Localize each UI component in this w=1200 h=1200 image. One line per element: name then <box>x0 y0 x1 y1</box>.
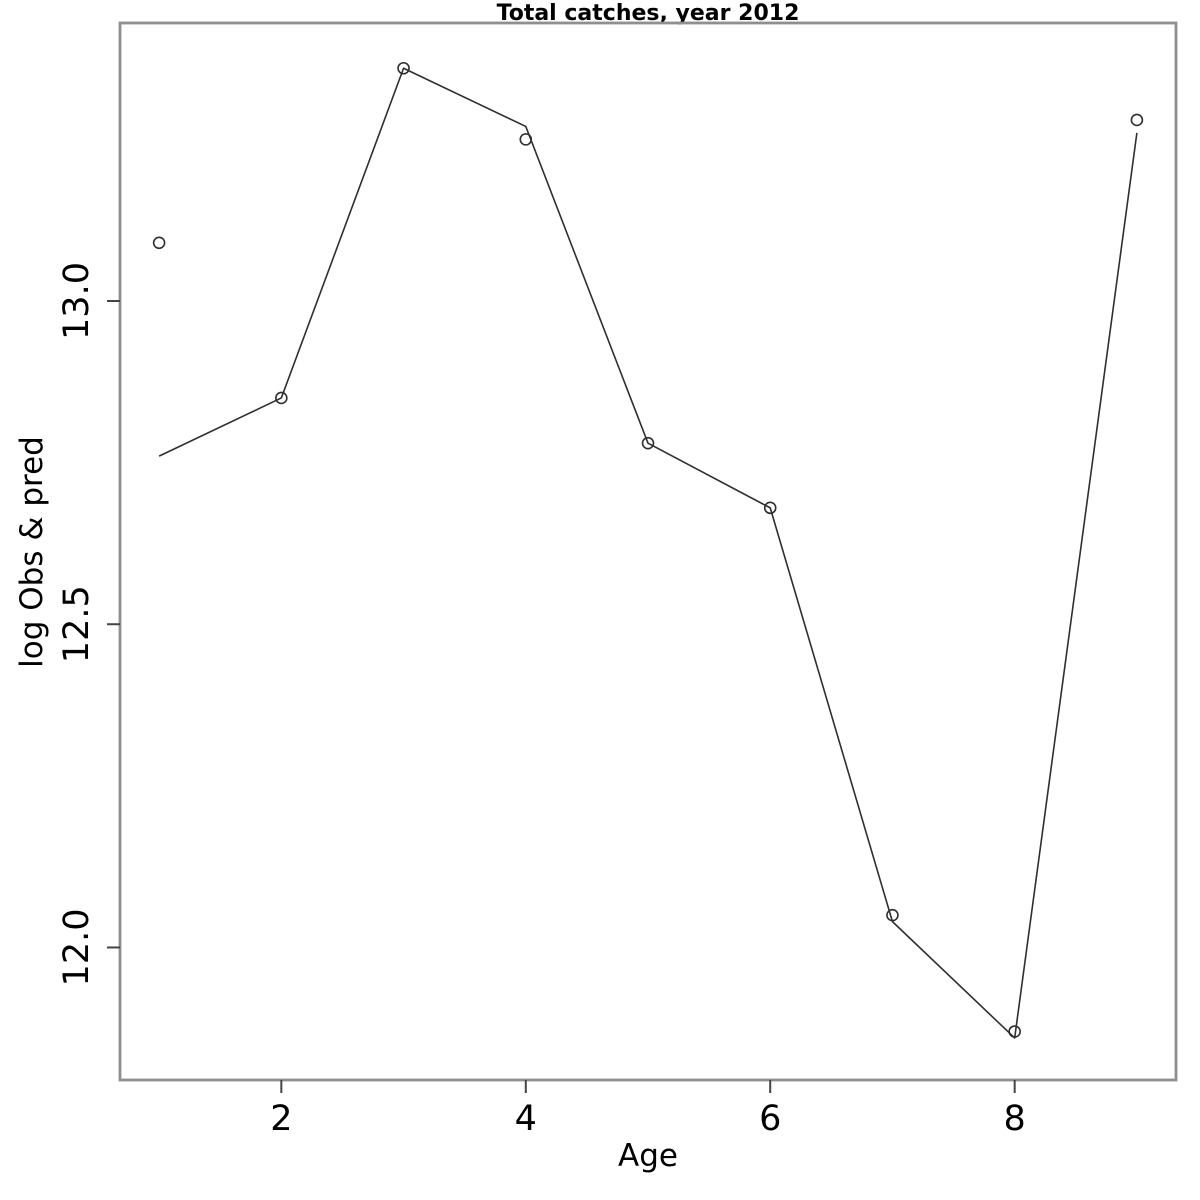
x-axis-label: Age <box>618 1138 678 1174</box>
x-tick-label: 8 <box>1004 1099 1026 1139</box>
x-tick-label: 2 <box>270 1099 292 1139</box>
y-tick-label: 12.0 <box>57 909 97 987</box>
obs-point-marker <box>1130 113 1144 127</box>
y-axis-label: log Obs & pred <box>14 436 50 668</box>
y-tick-label: 12.5 <box>57 585 97 663</box>
obs-point-marker <box>152 236 166 250</box>
x-tick-label: 4 <box>515 1099 537 1139</box>
plot-area: 2 4 6 8 12.0 12.5 13.0 <box>57 21 1178 1139</box>
y-tick-label: 13.0 <box>57 262 97 340</box>
plot-box <box>118 21 1178 1082</box>
pred-line-series <box>158 67 1138 1039</box>
x-tick-label: 6 <box>759 1099 781 1139</box>
